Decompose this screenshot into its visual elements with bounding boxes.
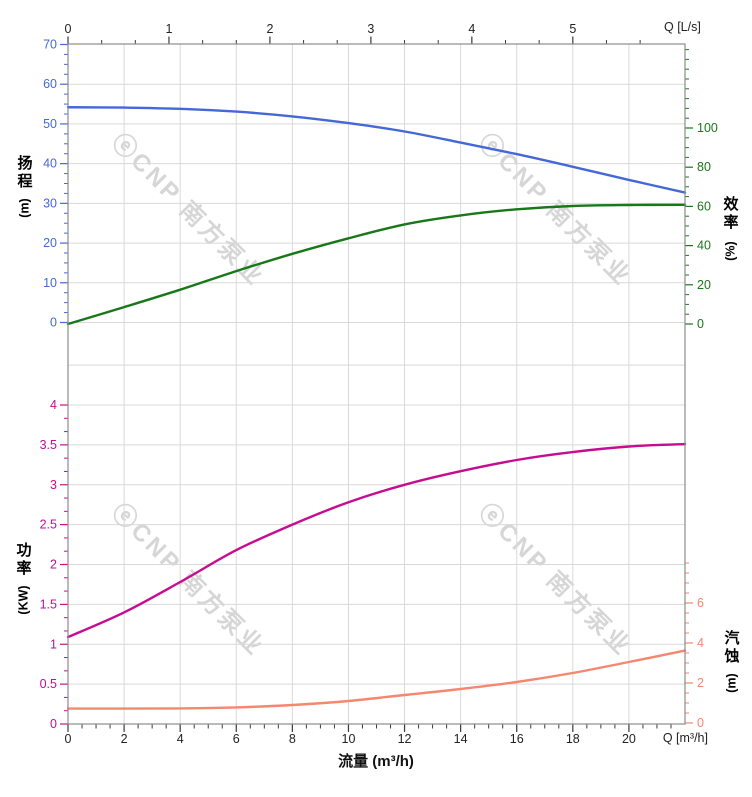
head-tick-label: 40 [43,157,57,171]
npsh-axis-unit: (m) [724,673,739,693]
npsh-tick-label: 2 [697,676,704,690]
bottom-tick-label: 16 [510,732,524,746]
power-axis-title-text: 功率 [16,542,32,577]
bottom-tick-label: 18 [566,732,580,746]
power-tick-label: 2.5 [40,518,57,532]
power-tick-label: 3.5 [40,438,57,452]
top-tick-label: 5 [569,22,576,36]
head-tick-label: 70 [43,38,57,52]
efficiency-axis-unit: (%) [723,241,738,261]
head-axis-unit: (m) [17,198,32,218]
power-axis-unit: (KW) [17,585,31,615]
power-tick-label: 0 [50,717,57,731]
efficiency-axis-title-text: 效率 [723,196,739,231]
efficiency-tick-label: 80 [697,160,711,174]
head-tick-label: 20 [43,236,57,250]
efficiency-tick-label: 100 [697,121,718,135]
grid-lines [68,44,685,724]
top-tick-label: 3 [367,22,374,36]
head-axis-title-text: 扬程 [17,155,33,190]
curve-efficiency [66,203,687,326]
top-tick-label: 4 [468,22,475,36]
npsh-tick-label: 4 [697,636,704,650]
head-tick-label: 30 [43,196,57,210]
bottom-tick-label: 6 [233,732,240,746]
curve-power [66,442,687,639]
bottom-tick-label: 2 [121,732,128,746]
npsh-axis-title-text: 汽蚀 [724,630,740,665]
tick-labels: 0 1 2 3 4 50 2 4 6 8 10 12 14 16 18 2001020304050607002… [40,22,718,746]
power-tick-label: 2 [50,558,57,572]
efficiency-axis-title: 效率 (%) [719,196,743,265]
efficiency-tick-label: 20 [697,278,711,292]
curve-npsh [66,649,687,710]
head-axis-title: 扬程 (m) [13,155,37,220]
npsh-axis-title: 汽蚀 (m) [720,630,744,695]
bottom-tick-label: 10 [342,732,356,746]
npsh-tick-label: 6 [697,596,704,610]
bottom-tick-label: 14 [454,732,468,746]
bottom-axis-unit-label: Q [m³/h] [662,731,708,745]
power-tick-label: 1.5 [40,597,57,611]
head-tick-label: 50 [43,117,57,131]
power-tick-label: 0.5 [40,677,57,691]
head-tick-label: 10 [43,276,57,290]
head-tick-label: 60 [43,77,57,91]
efficiency-tick-label: 60 [697,199,711,213]
bottom-tick-label: 8 [289,732,296,746]
power-axis-title: 功率 (KW) [12,542,36,617]
efficiency-tick-label: 40 [697,239,711,253]
top-axis-unit-label: Q [L/s] [664,20,701,34]
npsh-tick-label: 0 [697,716,704,730]
top-tick-label: 2 [266,22,273,36]
power-tick-label: 4 [50,398,57,412]
power-tick-label: 3 [50,478,57,492]
efficiency-tick-label: 0 [697,317,704,331]
bottom-tick-label: 4 [177,732,184,746]
x-axis-title: 流量 (m³/h) [338,753,414,770]
bottom-tick-label: 12 [398,732,412,746]
bottom-tick-label: 0 [65,732,72,746]
plot-border [67,43,686,725]
bottom-tick-label: 20 [622,732,636,746]
curves [66,106,687,710]
power-tick-label: 1 [50,637,57,651]
top-tick-label: 1 [165,22,172,36]
curve-head [66,106,687,194]
head-tick-label: 0 [50,316,57,330]
axis-ticks [60,36,693,732]
top-tick-label: 0 [65,22,72,36]
